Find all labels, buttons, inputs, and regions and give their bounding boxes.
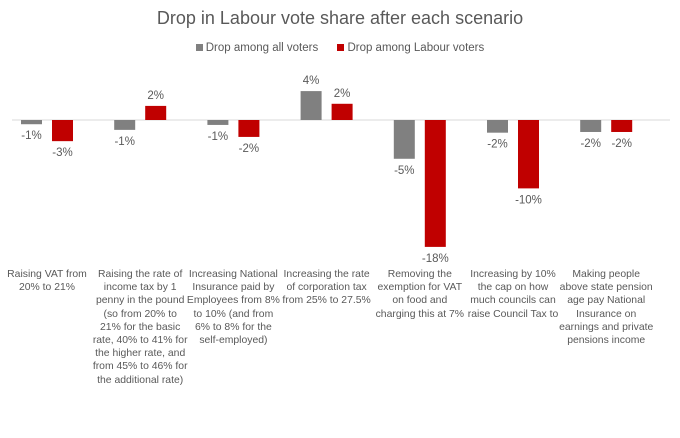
category-label: Raising VAT from 20% to 21% (7, 269, 87, 294)
chart-title: Drop in Labour vote share after each sce… (156, 8, 524, 28)
data-label: -2% (611, 138, 631, 150)
category-label: Raising the rate of income tax by 1 penn… (92, 269, 188, 386)
data-label: -5% (394, 165, 414, 177)
data-label: 4% (303, 75, 320, 87)
category-label: Making people above state pension age pa… (559, 269, 654, 347)
data-label: 2% (334, 88, 351, 100)
category-label: Removing the exemption for VAT on food a… (375, 269, 464, 320)
bar (21, 120, 42, 125)
bar (393, 120, 415, 159)
data-label: -2% (487, 139, 507, 151)
bar (331, 103, 353, 120)
data-label: -1% (114, 136, 134, 148)
bar (207, 120, 229, 125)
bar (238, 120, 260, 137)
bar (114, 120, 136, 130)
category-label: Increasing by 10% the cap on how much co… (467, 269, 559, 320)
legend-item-labour-voters: Drop among Labour voters (337, 42, 484, 54)
bar (518, 120, 539, 189)
legend-item-all-voters: Drop among all voters (195, 42, 319, 54)
category-label: Increasing National Insurance paid by Em… (186, 269, 280, 347)
data-label: -3% (52, 147, 72, 159)
legend-swatch (337, 44, 345, 51)
bar (424, 120, 446, 247)
category-label: Increasing the rate of corporation tax f… (282, 269, 371, 307)
data-label: -1% (208, 131, 228, 143)
data-label: -18% (422, 253, 449, 265)
bar (611, 120, 633, 132)
data-label: 2% (147, 90, 164, 102)
legend-swatch (195, 44, 203, 51)
legend-label: Drop among all voters (205, 42, 319, 54)
data-label: -10% (515, 194, 542, 206)
data-label: -2% (580, 138, 600, 150)
legend: Drop among all voters Drop among Labour … (0, 42, 680, 54)
bar (580, 120, 602, 132)
bar (300, 91, 322, 120)
data-label: -1% (21, 130, 41, 142)
bar (145, 105, 167, 120)
data-label: -2% (239, 143, 259, 155)
legend-label: Drop among Labour voters (347, 42, 485, 54)
bar (52, 120, 73, 142)
bar (487, 120, 508, 133)
